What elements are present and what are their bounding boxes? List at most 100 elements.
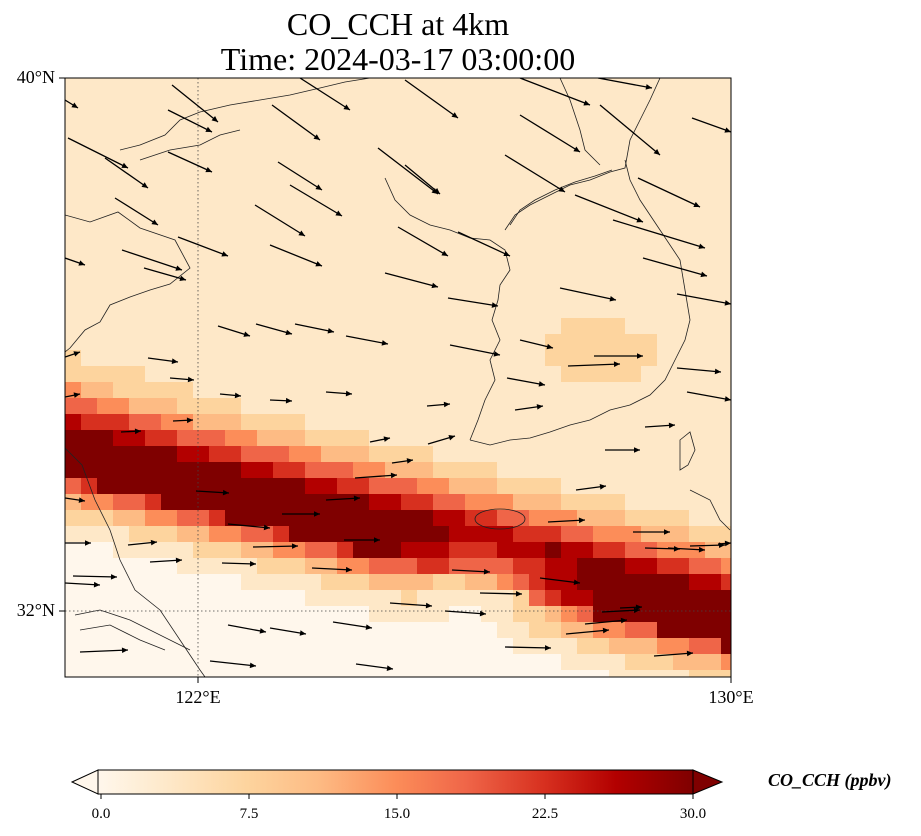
wind-vector-head <box>693 201 700 207</box>
field-cell <box>593 542 610 559</box>
field-cell <box>369 670 386 677</box>
field-cell <box>161 78 178 95</box>
field-cell <box>273 254 290 271</box>
wind-vector-head <box>558 186 565 192</box>
field-cell <box>321 78 338 95</box>
wind-vector-head <box>171 358 178 364</box>
field-cell <box>465 382 482 399</box>
field-cell <box>65 654 82 671</box>
field-cell <box>721 414 731 431</box>
field-cell <box>513 606 530 623</box>
field-cell <box>689 78 706 95</box>
field-cell <box>97 350 114 367</box>
field-cell <box>657 430 674 447</box>
field-cell <box>561 494 578 511</box>
field-cell <box>145 318 162 335</box>
field-cell <box>481 222 498 239</box>
field-cell <box>689 318 706 335</box>
gridlines <box>65 78 731 677</box>
field-cell <box>129 654 146 671</box>
field-cell <box>497 670 514 677</box>
field-cell <box>513 366 530 383</box>
field-cell <box>433 94 450 111</box>
field-cell <box>401 558 418 575</box>
field-cell <box>721 254 731 271</box>
field-cell <box>481 574 498 591</box>
field-cell <box>625 638 642 655</box>
field-cell <box>353 414 370 431</box>
field-cell <box>609 670 626 677</box>
wind-vector-head <box>365 624 372 630</box>
field-cell <box>353 654 370 671</box>
field-cell <box>321 126 338 143</box>
field-cell <box>353 94 370 111</box>
field-cell <box>241 670 258 677</box>
field-cell <box>161 590 178 607</box>
field-cell <box>97 622 114 639</box>
field-cell <box>321 670 338 677</box>
field-cell <box>577 478 594 495</box>
field-cell <box>161 126 178 143</box>
field-cell <box>65 574 82 591</box>
field-cell <box>625 318 642 335</box>
field-cell <box>81 430 98 447</box>
field-cell <box>657 350 674 367</box>
coastline-yangtze-2 <box>79 624 166 651</box>
field-cell <box>449 78 466 95</box>
field-cell <box>209 254 226 271</box>
field-cell <box>577 494 594 511</box>
field-cell <box>353 318 370 335</box>
field-cell <box>209 222 226 239</box>
field-cell <box>545 222 562 239</box>
field-cell <box>481 190 498 207</box>
field-cell <box>657 606 674 623</box>
wind-vector-head <box>602 627 609 634</box>
field-cell <box>81 494 98 511</box>
field-cell <box>225 542 242 559</box>
field-cell <box>417 318 434 335</box>
field-cell <box>625 414 642 431</box>
wind-vector-head <box>353 495 360 502</box>
field-cell <box>113 590 130 607</box>
wind-vector-head <box>425 602 432 609</box>
field-cell <box>353 590 370 607</box>
field-cell <box>305 94 322 111</box>
coastline-bohai <box>139 129 241 161</box>
field-cell <box>273 270 290 287</box>
field-cell <box>97 318 114 335</box>
field-cell <box>529 110 546 127</box>
field-cell <box>241 622 258 639</box>
field-cell <box>353 110 370 127</box>
wind-vector-head <box>110 574 117 580</box>
field-cell <box>609 158 626 175</box>
field-cell <box>257 158 274 175</box>
field-cell <box>305 270 322 287</box>
field-cell <box>593 78 610 95</box>
field-cell <box>417 574 434 591</box>
field-cell <box>561 190 578 207</box>
field-cell <box>641 302 658 319</box>
field-cell <box>97 542 114 559</box>
wind-vector-head <box>313 134 320 140</box>
field-cell <box>369 430 386 447</box>
wind-vector-shaft <box>504 646 552 649</box>
field-cell <box>321 462 338 479</box>
field-cell <box>609 558 626 575</box>
field-cell <box>545 238 562 255</box>
field-cell <box>673 270 690 287</box>
field-cell <box>289 302 306 319</box>
field-cell <box>625 254 642 271</box>
field-cell <box>161 254 178 271</box>
field-cell <box>561 382 578 399</box>
wind-vector-head <box>73 351 80 357</box>
field-cell <box>209 206 226 223</box>
field-cell <box>705 654 722 671</box>
field-cell <box>433 350 450 367</box>
field-cell <box>257 558 274 575</box>
field-cell <box>321 174 338 191</box>
field-cell <box>161 670 178 677</box>
field-cell <box>529 462 546 479</box>
field-cell <box>369 398 386 415</box>
field-cell <box>593 670 610 677</box>
field-cell <box>369 238 386 255</box>
